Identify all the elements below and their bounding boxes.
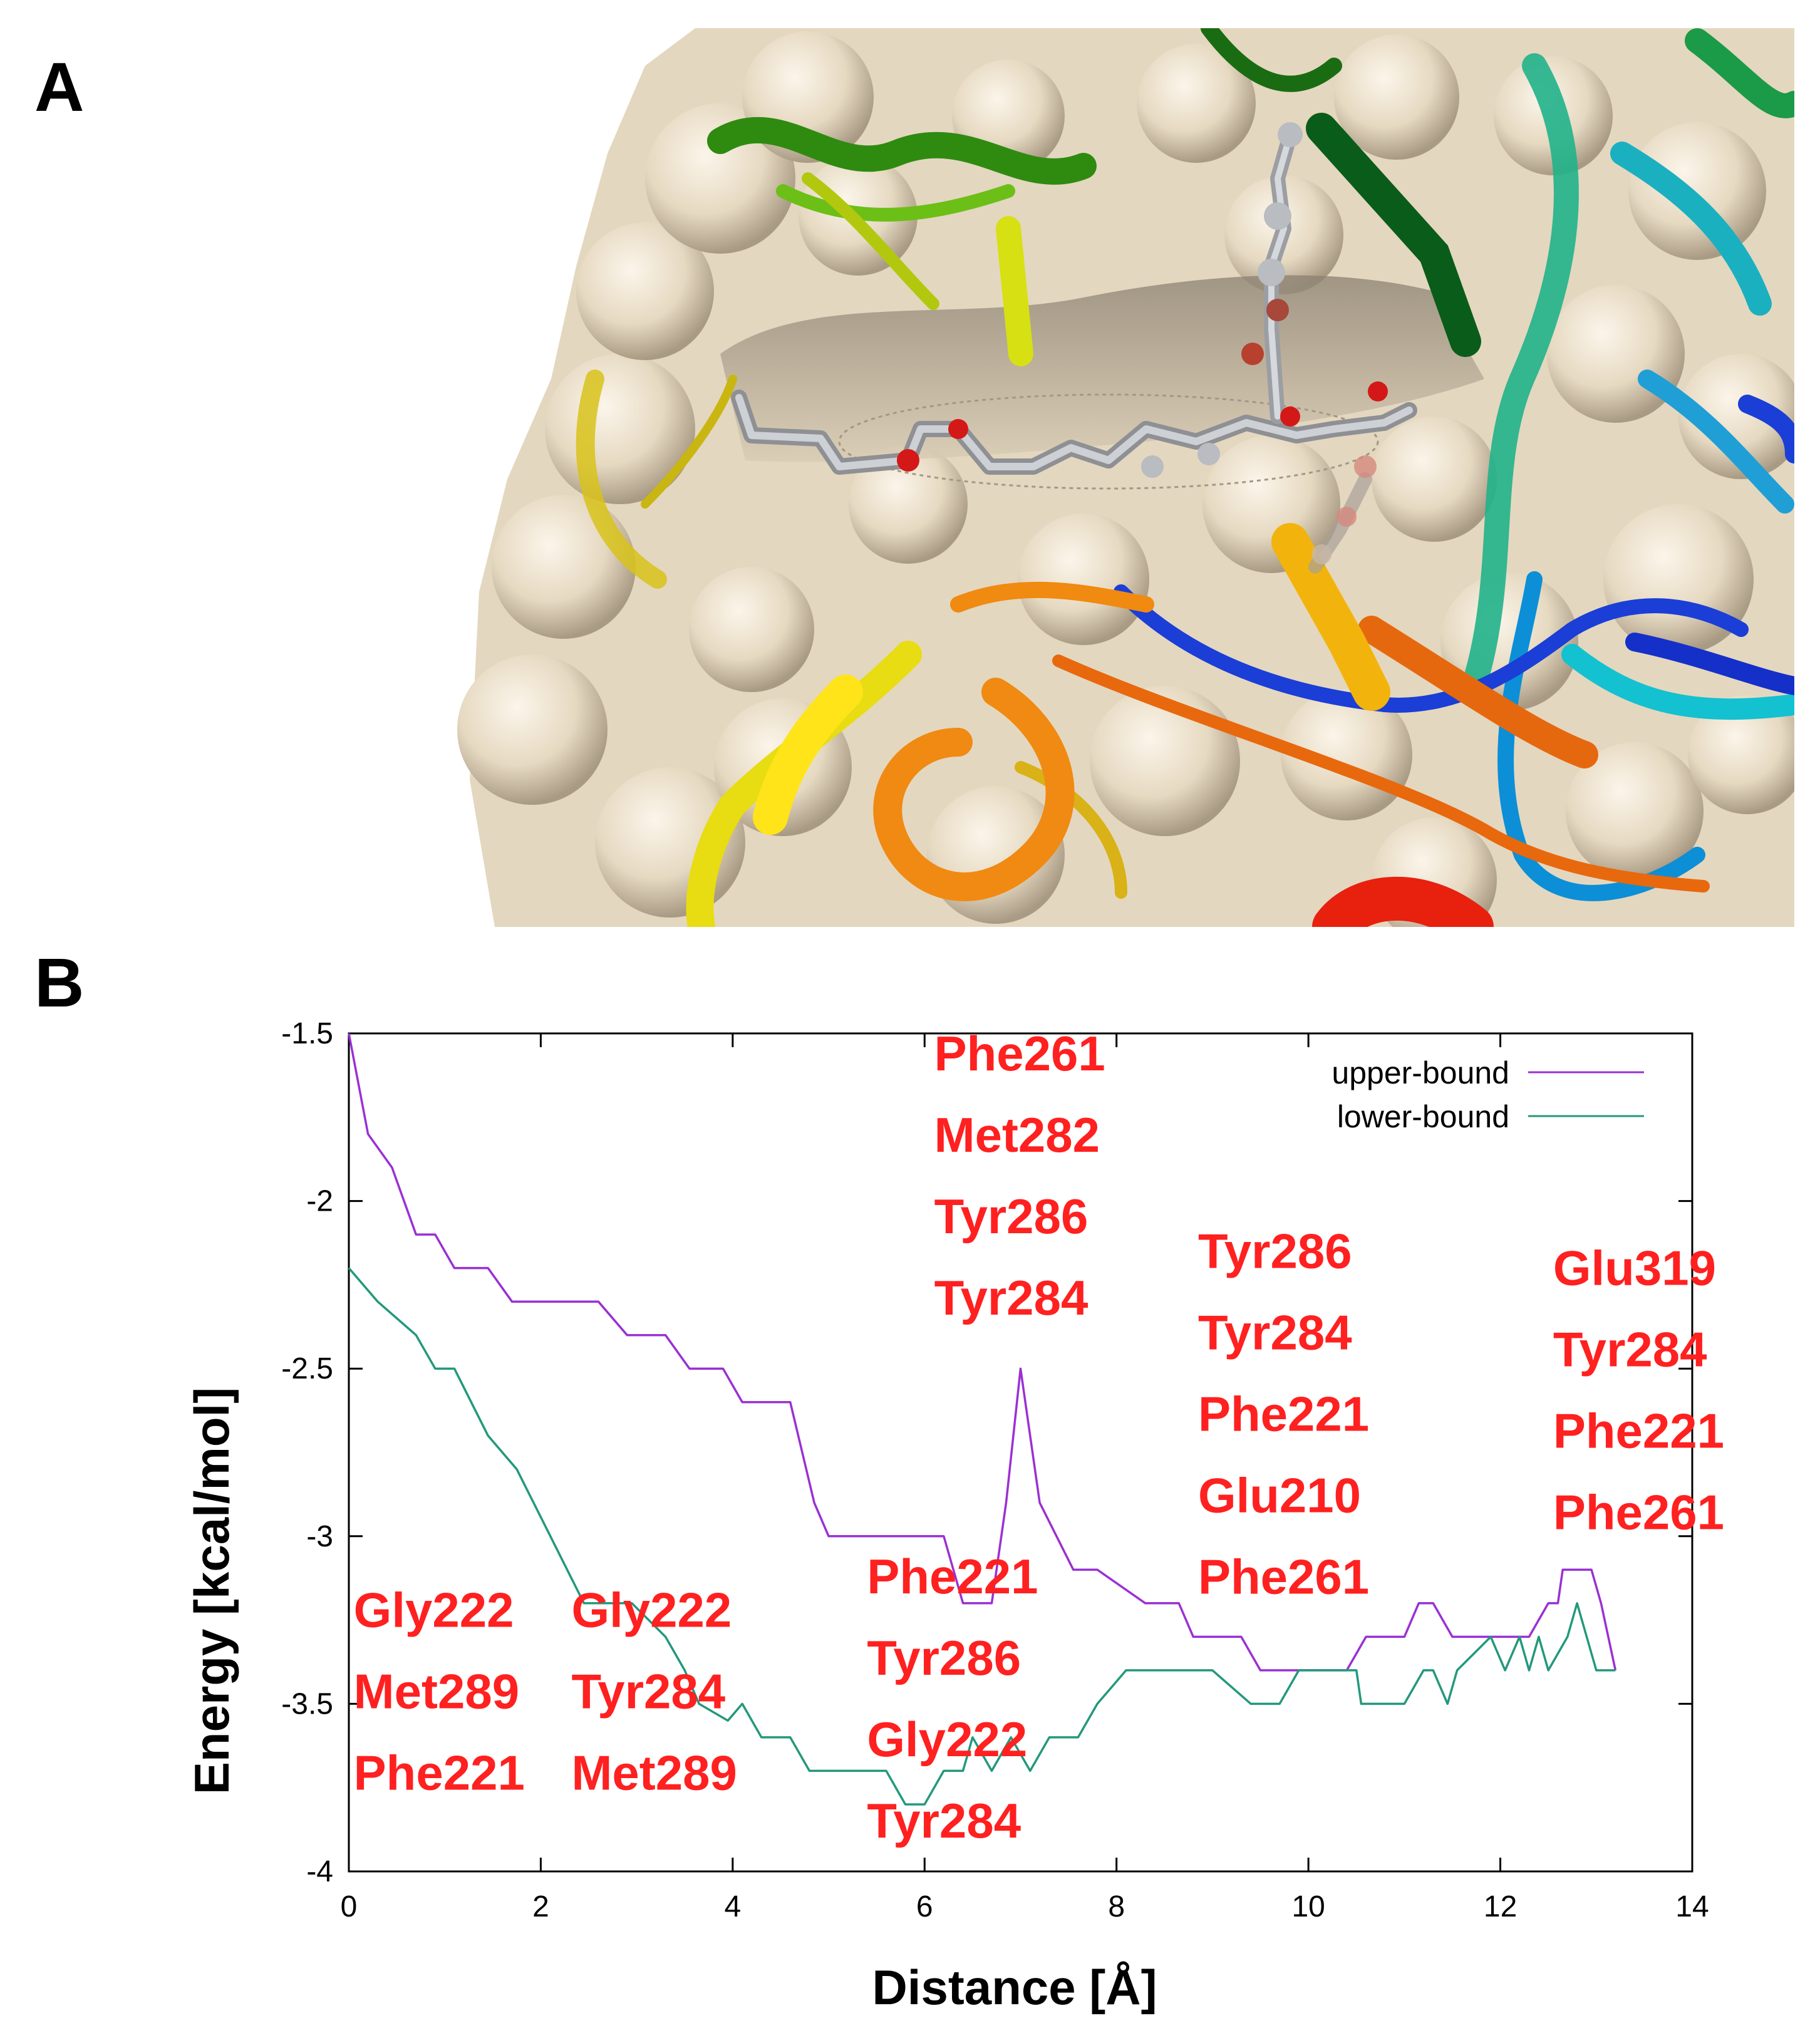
annotation-residue: Gly222 [354,1582,514,1637]
y-tick-label: -2 [306,1185,333,1218]
annotation-residue: Tyr286 [867,1630,1021,1685]
panel-label-b: B [34,944,85,1022]
series-lines [348,1033,1617,1806]
x-tick-label: 12 [1484,1890,1517,1923]
annotation-residue: Phe221 [867,1549,1038,1604]
y-tick-label: -4 [306,1855,333,1888]
annotation-residue: Phe261 [1198,1549,1369,1605]
annotation-residue: Tyr284 [934,1270,1088,1325]
molecular-structure-image [457,28,1794,927]
annotation-residue: Phe261 [1553,1484,1724,1539]
annotation-residue: Tyr284 [571,1663,725,1719]
panel-label-a: A [34,49,85,126]
annotation-group: Phe261 Met282 Tyr286 Tyr284 [934,1026,1105,1325]
annotation-residue: Glu319 [1553,1240,1716,1295]
y-tick-label: -3 [306,1520,333,1553]
protein-ribbons [576,28,1794,927]
annotation-group: Gly222 Met289 Phe221 [354,1582,525,1800]
energy-distance-chart: -1.5 -2 -2.5 -3 -3.5 -4 0 2 4 6 8 10 12 14 Gly222 Met… [184,1017,1724,2015]
y-tick-label: -3.5 [281,1687,333,1720]
annotation-residue: Tyr286 [934,1189,1088,1244]
annotation-residue: Tyr284 [1198,1305,1352,1360]
series-line-lower-bound [348,1267,1616,1806]
x-tick-label: 10 [1291,1890,1325,1923]
annotation-residue: Tyr284 [867,1793,1021,1848]
annotation-residue: Gly222 [867,1712,1027,1767]
annotation-residue: Phe221 [354,1745,525,1800]
x-tick-label: 0 [341,1890,358,1923]
x-tick-label: 14 [1675,1890,1709,1923]
legend: upper-bound lower-bound [1331,1055,1644,1134]
legend-entry-lower-bound: lower-bound [1337,1099,1509,1134]
annotation-group: Phe221 Tyr286 Gly222 Tyr284 [867,1549,1038,1848]
annotation-residue: Tyr286 [1198,1224,1352,1279]
ligand-atoms [897,122,1388,564]
annotation-residue: Met289 [571,1745,737,1800]
annotation-group: Gly222 Tyr284 Met289 [571,1582,737,1800]
ligand-sticks [731,127,1417,574]
ligand-density-mesh [838,393,1379,490]
plot-area-frame [348,1032,1693,1873]
annotation-residue: Glu210 [1198,1468,1361,1523]
x-tick-label: 6 [916,1890,933,1923]
annotation-group: Glu319 Tyr284 Phe221 Phe261 [1553,1240,1724,1539]
annotation-residue: Phe261 [934,1026,1105,1081]
annotation-residue: Phe221 [1553,1403,1724,1458]
annotation-group: Tyr286 Tyr284 Phe221 Glu210 Phe261 [1198,1224,1369,1605]
residue-annotations: Gly222 Met289 Phe221 Gly222 Tyr284 Met289 Phe2… [354,1026,1724,1848]
series-line-upper-bound [348,1033,1617,1672]
y-tick-label: -1.5 [281,1017,333,1050]
x-axis-title: Distance [Å] [872,1960,1157,2015]
annotation-residue: Tyr284 [1553,1322,1707,1377]
y-axis-ticks: -1.5 -2 -2.5 -3 -3.5 -4 [281,1017,1692,1888]
y-axis-title: Energy [kcal/mol] [184,1387,239,1794]
annotation-residue: Gly222 [571,1582,732,1637]
x-tick-label: 8 [1108,1890,1125,1923]
annotation-residue: Phe221 [1198,1387,1369,1442]
annotation-residue: Met289 [354,1663,519,1719]
x-tick-label: 4 [725,1890,742,1923]
annotation-residue: Met282 [934,1107,1100,1162]
x-tick-label: 2 [532,1890,549,1923]
legend-entry-upper-bound: upper-bound [1331,1055,1509,1090]
y-tick-label: -2.5 [281,1352,333,1385]
surface-bumps [457,31,1794,927]
x-axis-ticks: 0 2 4 6 8 10 12 14 [341,1033,1709,1923]
